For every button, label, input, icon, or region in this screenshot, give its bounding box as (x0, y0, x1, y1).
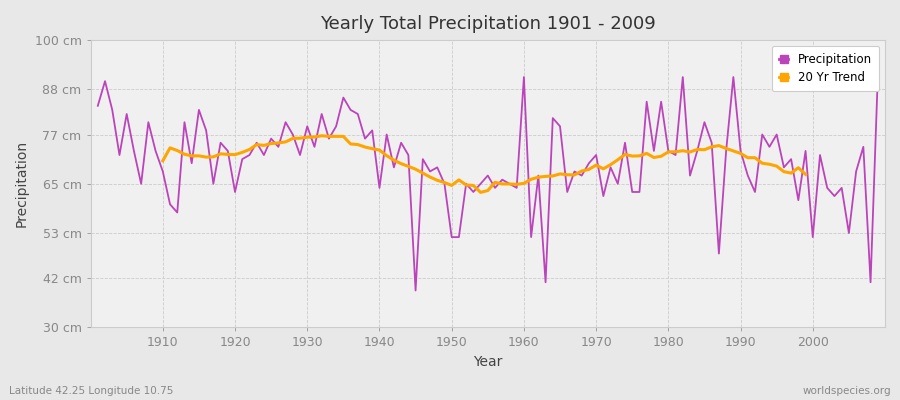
Legend: Precipitation, 20 Yr Trend: Precipitation, 20 Yr Trend (772, 46, 879, 91)
Precipitation (518, 75, 529, 80)
20 Yr Trend (475, 190, 486, 195)
X-axis label: Year: Year (473, 355, 502, 369)
Y-axis label: Precipitation: Precipitation (15, 140, 29, 227)
Text: worldspecies.org: worldspecies.org (803, 386, 891, 396)
Precipitation (93, 103, 104, 108)
Precipitation (533, 173, 544, 178)
20 Yr Trend (244, 147, 255, 152)
Precipitation (309, 144, 320, 149)
20 Yr Trend (158, 158, 168, 163)
20 Yr Trend (360, 145, 371, 150)
Title: Yearly Total Precipitation 1901 - 2009: Yearly Total Precipitation 1901 - 2009 (320, 15, 656, 33)
Text: Latitude 42.25 Longitude 10.75: Latitude 42.25 Longitude 10.75 (9, 386, 174, 396)
20 Yr Trend (721, 146, 732, 151)
20 Yr Trend (706, 144, 717, 149)
20 Yr Trend (800, 172, 811, 177)
Precipitation (526, 235, 536, 240)
20 Yr Trend (619, 152, 630, 157)
Precipitation (150, 148, 161, 153)
Precipitation (872, 75, 883, 80)
20 Yr Trend (316, 133, 327, 138)
Line: 20 Yr Trend: 20 Yr Trend (163, 136, 806, 192)
Precipitation (353, 112, 364, 116)
Precipitation (410, 288, 421, 293)
20 Yr Trend (786, 171, 796, 176)
Line: Precipitation: Precipitation (98, 77, 878, 290)
Precipitation (619, 140, 630, 145)
